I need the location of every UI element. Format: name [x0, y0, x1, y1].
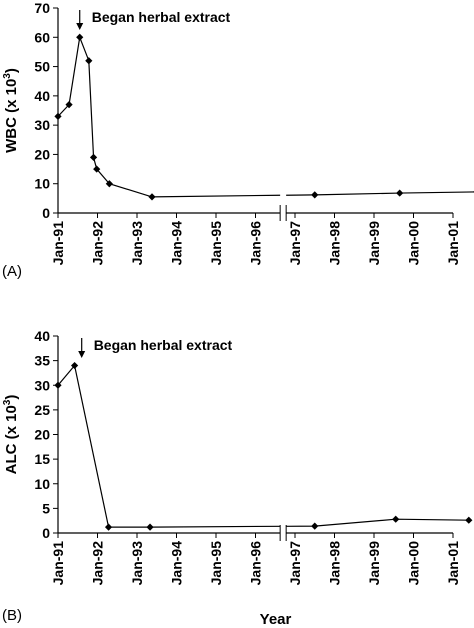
chart-panel-a: 0 10 20 30 40 50 60 70 Jan-91 Jan-92 Jan-93 Jan-94 J… — [2, 0, 474, 280]
x-axis-title: Year — [260, 611, 292, 628]
data-point — [148, 193, 156, 201]
x-tick-label: Jan-92 — [90, 221, 106, 266]
y-axis-title-unit: (x 10 — [3, 79, 20, 113]
x-tick-label: Jan-00 — [406, 221, 422, 266]
y-tick-label: 0 — [42, 205, 50, 221]
x-tick-label: Jan-00 — [406, 541, 422, 586]
chart-panel-b: 0 5 10 15 20 25 30 35 40 Jan-91 Jan-92 Jan-93 Jan-94… — [2, 328, 473, 628]
y-axis-title-main: ALC — [3, 439, 20, 474]
annotation-arrowhead — [76, 23, 84, 30]
x-tick-label: Jan-93 — [129, 221, 145, 266]
x-tick-label: Jan-97 — [287, 541, 303, 586]
y-tick-label: 5 — [42, 500, 50, 516]
y-tick-label: 20 — [34, 427, 50, 443]
y-tick-label: 25 — [34, 402, 50, 418]
x-tick-label: Jan-01 — [445, 221, 461, 266]
annotation-text: Began herbal extract — [92, 9, 231, 25]
y-axis-title-exponent: 3 — [2, 399, 13, 405]
x-tick-label: Jan-93 — [129, 541, 145, 586]
y-tick-label: 10 — [34, 476, 50, 492]
data-point — [311, 191, 319, 199]
y-tick-label: 70 — [34, 0, 50, 16]
x-tick-label: Jan-01 — [445, 541, 461, 586]
x-tick-label: Jan-98 — [327, 221, 343, 266]
data-point — [70, 361, 79, 370]
x-tick-label: Jan-94 — [169, 221, 185, 266]
data-point — [392, 515, 400, 523]
y-tick-label: 0 — [42, 525, 50, 541]
data-point — [76, 33, 84, 41]
x-tick-label: Jan-91 — [50, 221, 66, 266]
y-axis-title: WBC (x 103) — [2, 68, 20, 153]
data-point — [465, 516, 473, 524]
x-tick-label: Jan-97 — [287, 221, 303, 266]
x-tick-label: Jan-95 — [208, 221, 224, 266]
x-tick-label: Jan-99 — [366, 221, 382, 266]
data-point — [89, 153, 98, 161]
series-line — [57, 364, 469, 528]
x-tick-label: Jan-91 — [50, 541, 66, 586]
data-point — [104, 523, 113, 531]
x-tick-label: Jan-92 — [90, 541, 106, 586]
x-tick-label: Jan-98 — [327, 541, 343, 586]
y-axis-title-main: WBC — [3, 113, 20, 153]
y-tick-label: 40 — [34, 88, 50, 104]
y-axis-title: ALC (x 103) — [2, 395, 20, 475]
data-point — [54, 381, 62, 389]
y-tick-label: 30 — [34, 117, 50, 133]
x-tick-label: Jan-96 — [248, 221, 264, 266]
data-point — [93, 165, 101, 173]
panel-label: (A) — [2, 263, 22, 280]
y-axis-title-exponent: 3 — [2, 73, 13, 79]
y-tick-label: 60 — [34, 29, 50, 45]
y-tick-label: 35 — [34, 353, 50, 369]
y-tick-label: 15 — [34, 451, 50, 467]
y-tick-label: 10 — [34, 176, 50, 192]
y-tick-label: 50 — [34, 59, 50, 75]
annotation-arrowhead — [78, 351, 86, 358]
x-tick-label: Jan-94 — [169, 541, 185, 586]
y-axis-title-unit: (x 10 — [3, 405, 20, 439]
data-point — [105, 180, 113, 188]
series-line — [57, 34, 474, 198]
data-point — [396, 189, 404, 197]
data-point — [54, 112, 62, 120]
data-point — [65, 101, 73, 109]
y-tick-label: 30 — [34, 377, 50, 393]
y-axis-title-close: ) — [3, 68, 20, 73]
data-point — [311, 522, 319, 530]
x-tick-label: Jan-99 — [366, 541, 382, 586]
data-point — [146, 523, 154, 531]
data-point — [85, 57, 93, 65]
y-tick-label: 20 — [34, 146, 50, 162]
annotation-text: Began herbal extract — [94, 337, 233, 353]
panel-label: (B) — [2, 607, 22, 624]
x-tick-label: Jan-96 — [248, 541, 264, 586]
y-tick-label: 40 — [34, 328, 50, 344]
x-tick-label: Jan-95 — [208, 541, 224, 586]
y-axis-title-close: ) — [3, 395, 20, 400]
